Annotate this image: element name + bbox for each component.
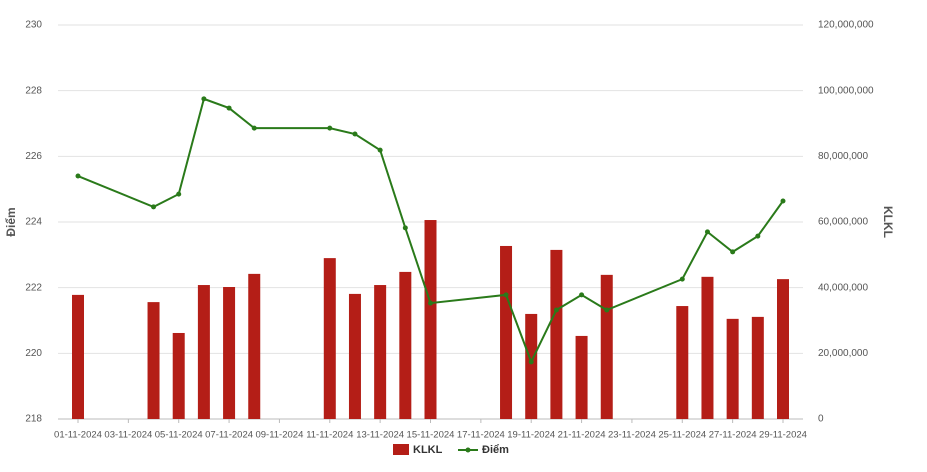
bar — [701, 276, 714, 419]
y2-tick-label: 20,000,000 — [818, 348, 868, 359]
y-tick-label: 226 — [25, 151, 42, 162]
x-tick-label: 01-11-2024 — [54, 430, 102, 441]
y2-tick-label: 80,000,000 — [818, 151, 868, 162]
legend-label: Điểm — [482, 444, 509, 456]
x-tick-label: 17-11-2024 — [457, 430, 505, 441]
legend-swatch — [393, 444, 409, 455]
bar — [248, 273, 261, 419]
legend-label: KLKL — [413, 444, 443, 456]
x-tick-label: 19-11-2024 — [507, 430, 555, 441]
point — [428, 300, 433, 306]
y2-tick-label: 0 — [818, 414, 824, 425]
y-tick-label: 224 — [25, 217, 42, 228]
bar — [323, 258, 336, 419]
y-tick-label: 220 — [25, 348, 42, 359]
x-tick-label: 11-11-2024 — [306, 430, 353, 441]
bar — [223, 287, 236, 419]
point — [553, 307, 559, 313]
point — [730, 249, 736, 255]
y-axis-title: Điểm — [4, 207, 18, 236]
bar — [500, 245, 513, 419]
x-tick-label: 27-11-2024 — [709, 430, 757, 441]
bar — [424, 220, 437, 419]
point — [176, 191, 182, 197]
bar — [777, 279, 789, 419]
bar — [676, 306, 689, 419]
bar — [751, 316, 764, 419]
point — [704, 229, 710, 235]
bar — [525, 313, 538, 419]
point — [151, 204, 157, 210]
bar — [374, 285, 387, 419]
x-tick-label: 03-11-2024 — [104, 430, 152, 441]
x-tick-label: 07-11-2024 — [205, 430, 253, 441]
bar — [600, 274, 613, 419]
point — [679, 276, 685, 282]
x-tick-label: 09-11-2024 — [255, 430, 303, 441]
y2-tick-label: 120,000,000 — [818, 20, 874, 31]
y-tick-label: 228 — [25, 85, 42, 96]
x-tick-label: 15-11-2024 — [407, 430, 455, 441]
legend-swatch — [465, 447, 471, 453]
y2-tick-label: 60,000,000 — [818, 217, 868, 228]
point — [201, 96, 207, 102]
y-tick-label: 230 — [25, 20, 42, 31]
point — [251, 125, 257, 131]
bar — [575, 335, 588, 419]
bar — [550, 249, 563, 419]
point — [402, 225, 408, 231]
point — [352, 131, 358, 137]
point — [226, 105, 232, 111]
point — [327, 125, 333, 131]
point — [755, 233, 761, 239]
y-tick-label: 218 — [25, 414, 42, 425]
y2-tick-label: 40,000,000 — [818, 282, 868, 293]
bar — [348, 293, 361, 419]
x-tick-label: 29-11-2024 — [759, 430, 807, 441]
bar — [726, 318, 739, 419]
point — [528, 359, 534, 365]
bar — [147, 302, 160, 419]
bar — [399, 271, 412, 419]
point — [503, 292, 509, 298]
point — [377, 147, 383, 153]
x-tick-label: 25-11-2024 — [658, 430, 706, 441]
x-tick-label: 05-11-2024 — [155, 430, 203, 441]
y2-axis-title: KLKL — [881, 206, 895, 238]
point — [75, 173, 81, 179]
bar — [172, 332, 185, 419]
x-tick-label: 13-11-2024 — [356, 430, 404, 441]
bar — [197, 285, 210, 419]
y2-tick-label: 100,000,000 — [818, 85, 874, 96]
y-tick-label: 222 — [25, 282, 42, 293]
point — [604, 307, 610, 313]
point — [780, 198, 786, 204]
point — [579, 292, 585, 298]
x-tick-label: 21-11-2024 — [558, 430, 606, 441]
x-tick-label: 23-11-2024 — [608, 430, 656, 441]
bar — [72, 294, 84, 419]
